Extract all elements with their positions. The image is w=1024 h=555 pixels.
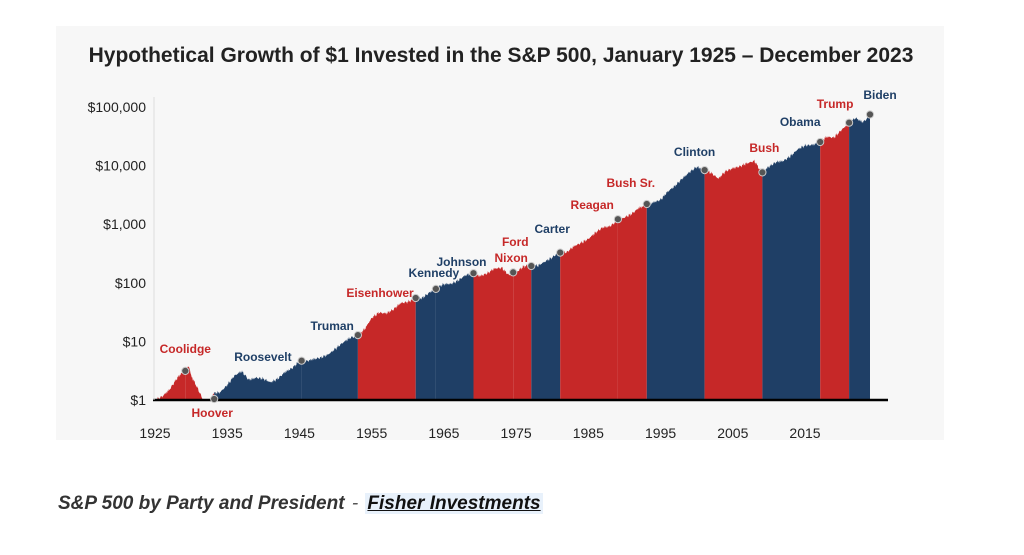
area-bush-sr — [617, 204, 647, 400]
label-hoover: Hoover — [192, 406, 234, 420]
caption-text: S&P 500 by Party and President — [58, 493, 345, 514]
marker-clinton — [700, 166, 709, 175]
area-trump — [820, 122, 850, 400]
marker-roosevelt — [297, 356, 306, 365]
y-tick-label: $100,000 — [88, 99, 147, 115]
label-ford: Ford — [502, 235, 529, 249]
marker-bush-sr — [642, 199, 651, 209]
y-tick-label: $100 — [115, 275, 146, 291]
marker-layer — [181, 110, 875, 404]
area-kennedy — [415, 288, 436, 400]
label-truman: Truman — [311, 319, 354, 333]
marker-eisenhower — [411, 293, 420, 303]
chart: Hypothetical Growth of $1 Invested in th… — [88, 44, 914, 441]
marker-biden — [865, 110, 875, 119]
x-tick-label: 1925 — [139, 425, 170, 441]
marker-hoover — [210, 394, 219, 404]
x-tick-label: 2015 — [789, 425, 820, 441]
fisher-investments-link[interactable]: Fisher Investments — [365, 493, 543, 514]
y-tick-label: $1 — [130, 392, 146, 408]
marker-carter — [556, 248, 565, 257]
marker-trump — [845, 118, 854, 127]
label-roosevelt: Roosevelt — [234, 350, 291, 364]
label-eisenhower: Eisenhower — [346, 286, 414, 300]
x-tick-label: 1995 — [645, 425, 676, 441]
label-johnson: Johnson — [437, 255, 487, 269]
y-tick-label: $10 — [123, 333, 147, 349]
area-coolidge — [155, 368, 186, 400]
area-ford — [513, 264, 532, 400]
y-tick-label: $10,000 — [95, 158, 146, 174]
label-bush: Bush — [749, 141, 779, 155]
x-tick-label: 1945 — [284, 425, 315, 441]
area-truman — [301, 334, 358, 400]
label-biden: Biden — [863, 88, 896, 102]
x-tick-label: 1985 — [573, 425, 604, 441]
area-eisenhower — [357, 298, 416, 400]
area-obama — [762, 141, 821, 400]
marker-johnson — [469, 269, 478, 278]
marker-nixon — [509, 268, 518, 277]
x-tick-label: 1975 — [501, 425, 532, 441]
area-carter — [531, 250, 561, 400]
x-tick-label: 1965 — [428, 425, 459, 441]
label-clinton: Clinton — [674, 145, 715, 159]
marker-truman — [353, 331, 362, 340]
label-coolidge: Coolidge — [160, 342, 212, 356]
area-biden — [849, 115, 870, 400]
x-tick-label: 1935 — [212, 425, 243, 441]
y-tick-label: $1,000 — [103, 216, 146, 232]
label-obama: Obama — [780, 115, 821, 129]
label-carter: Carter — [535, 222, 571, 236]
label-trump: Trump — [817, 97, 854, 111]
area-bush — [704, 159, 763, 400]
marker-obama — [816, 137, 825, 147]
area-hoover — [185, 366, 215, 400]
caption: S&P 500 by Party and President - Fisher … — [58, 493, 543, 515]
x-tick-label: 1955 — [356, 425, 387, 441]
area-layer — [155, 115, 870, 400]
area-reagan — [560, 219, 618, 400]
area-clinton — [646, 165, 705, 400]
marker-ford — [527, 261, 536, 271]
label-bush-sr: Bush Sr. — [606, 176, 655, 190]
label-nixon: Nixon — [495, 251, 528, 265]
chart-title: Hypothetical Growth of $1 Invested in th… — [89, 44, 914, 67]
area-johnson — [435, 272, 474, 400]
marker-reagan — [613, 215, 623, 224]
area-roosevelt — [214, 360, 302, 400]
caption-separator: - — [351, 493, 359, 514]
marker-coolidge — [181, 366, 190, 375]
area-nixon — [473, 266, 514, 400]
axis-layer: $1 $10 $100 $1,000 $10,000 $100,000 1925 1935 19… — [88, 97, 888, 441]
marker-bush — [758, 168, 767, 177]
label-kennedy: Kennedy — [409, 266, 460, 280]
label-layer: Coolidge Hoover Roosevelt Truman Eisenhower K… — [160, 88, 897, 420]
x-tick-label: 2005 — [717, 425, 748, 441]
marker-kennedy — [431, 284, 440, 293]
label-reagan: Reagan — [571, 198, 614, 212]
